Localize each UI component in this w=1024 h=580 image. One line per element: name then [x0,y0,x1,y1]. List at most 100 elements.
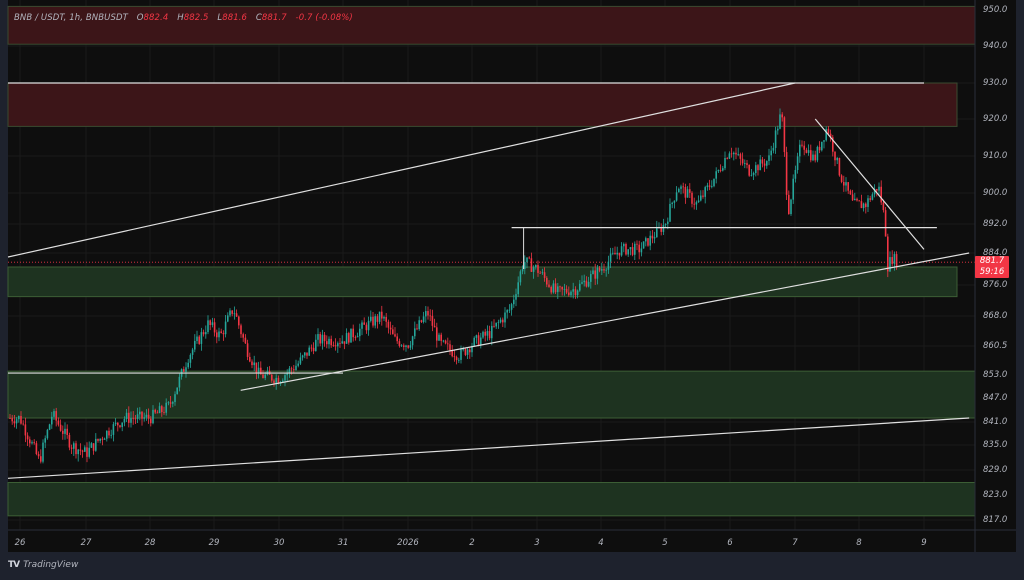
candle-body [675,192,678,201]
candle-body [191,349,194,355]
candle-body [869,198,871,200]
demand-zone[interactable] [7,266,958,298]
candle-body [312,347,315,352]
candle-body [480,337,482,346]
candle-body [843,181,845,186]
time-tick-label: 4 [598,538,604,548]
candle-body [497,322,500,324]
candle-body [636,243,638,245]
supply-zone[interactable] [7,82,958,127]
candle-body [62,430,64,434]
candle-body [579,283,581,291]
candle-body [84,447,86,452]
candle-body [506,310,508,313]
candle-body [495,322,497,327]
candle-body [447,343,449,345]
candle-body [194,340,196,350]
candle-body [854,198,856,201]
candle-body [823,140,825,142]
candle-body [185,367,187,372]
price-tick-label: 829.0 [983,465,1008,475]
candle-body [825,128,827,141]
candle-body [871,194,874,200]
descending-trendline-line[interactable] [814,118,925,250]
candle-body [865,203,867,207]
candle-body [86,447,88,457]
candle-body [889,257,891,272]
demand-zone[interactable] [7,370,976,419]
supply-zone[interactable] [7,5,976,45]
candle-body [240,325,242,335]
candle-body [829,133,832,138]
candle-body [246,343,249,357]
candle-body [647,238,649,246]
demand-zone[interactable] [7,482,976,517]
brand-name: TradingView [23,560,79,570]
candle-body [238,316,240,326]
candle-body [711,186,713,187]
candle-body [642,241,645,249]
price-tick-label: 817.0 [983,515,1008,525]
candle-body [603,269,605,271]
candle-body [543,272,546,278]
candle-body [541,272,544,274]
candle-body [99,438,101,441]
candle-body [488,331,491,339]
channel-upper-line[interactable] [7,82,796,258]
candle-body [220,331,222,333]
candle-body [766,160,768,166]
candle-body [271,374,273,381]
candle-body [645,238,647,242]
candle-body [381,311,383,319]
candle-body [284,375,286,381]
candle-body [535,265,537,268]
candle-body [339,343,341,345]
time-tick-label: 2 [469,538,475,548]
candle-body [262,374,264,379]
candle-body [264,374,266,379]
candle-body [570,291,572,296]
candle-body [110,434,112,436]
candle-body [249,356,251,362]
channel-lower-line[interactable] [240,252,970,391]
candle-body [440,334,442,341]
candle-body [293,369,295,371]
price-tick-label: 868.0 [983,311,1008,321]
candle-body [134,418,137,420]
candle-body [354,337,357,338]
candle-body [851,194,854,201]
candle-body [724,157,726,169]
candle-body [253,362,255,366]
long-term-support-line[interactable] [7,417,970,479]
candle-body [383,316,385,319]
candle-body [763,163,766,166]
candle-body [13,421,16,424]
candle-body [405,345,407,347]
candle-body [323,334,326,342]
candle-body [893,254,896,264]
candle-body [827,128,830,134]
tradingview-brand[interactable]: TV TradingView [8,560,78,570]
candle-body [792,178,794,200]
candle-body [601,269,603,271]
candle-body [400,345,403,347]
candle-body [121,422,123,428]
candle-body [332,345,335,347]
candle-body [475,335,478,338]
candle-body [420,320,423,323]
candle-body [805,149,808,153]
candle-body [876,188,878,191]
candle-body [315,339,317,352]
candle-body [255,362,258,374]
price-tick-label: 847.0 [983,393,1008,403]
candle-body [840,175,843,182]
candle-body [341,341,343,344]
candle-body [367,320,370,331]
candle-body [539,272,541,274]
candle-body [803,145,805,150]
time-tick-label: 27 [80,538,92,548]
candle-body [260,367,262,375]
candle-body [418,320,420,330]
candle-body [213,322,216,333]
